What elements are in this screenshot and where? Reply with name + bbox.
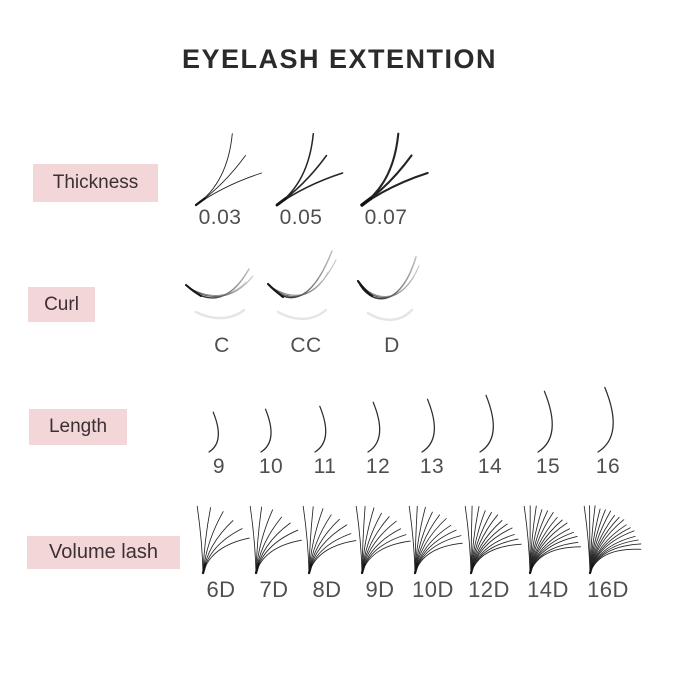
row-label-thickness: Thickness (33, 164, 158, 202)
row-label-volume: Volume lash (27, 536, 180, 569)
length-value-label: 9 (212, 455, 226, 478)
length-value-label: 15 (535, 455, 561, 478)
thickness-value-label: 0.03 (198, 206, 242, 229)
volume-value-label: 14D (527, 577, 569, 602)
thickness-value-label: 0.07 (364, 206, 408, 229)
volume-value-label: 10D (412, 577, 454, 602)
length-value-label: 13 (419, 455, 445, 478)
length-value-label: 11 (313, 455, 337, 478)
length-value-label: 10 (258, 455, 284, 478)
volume-value-label: 9D (365, 577, 395, 602)
volume-value-label: 6D (206, 577, 236, 602)
volume-value-label: 8D (312, 577, 342, 602)
length-value-label: 12 (365, 455, 391, 478)
volume-value-label: 16D (587, 577, 629, 602)
row-label-length: Length (29, 409, 127, 445)
curl-value-label: C (214, 334, 230, 357)
length-value-label: 14 (477, 455, 503, 478)
length-value-label: 16 (595, 455, 621, 478)
row-label-curl: Curl (28, 287, 95, 322)
thickness-value-label: 0.05 (279, 206, 323, 229)
volume-value-label: 12D (468, 577, 510, 602)
volume-value-label: 7D (259, 577, 289, 602)
curl-value-label: D (384, 334, 400, 357)
curl-value-label: CC (290, 334, 322, 357)
page-title: EYELASH EXTENTION (181, 44, 498, 74)
